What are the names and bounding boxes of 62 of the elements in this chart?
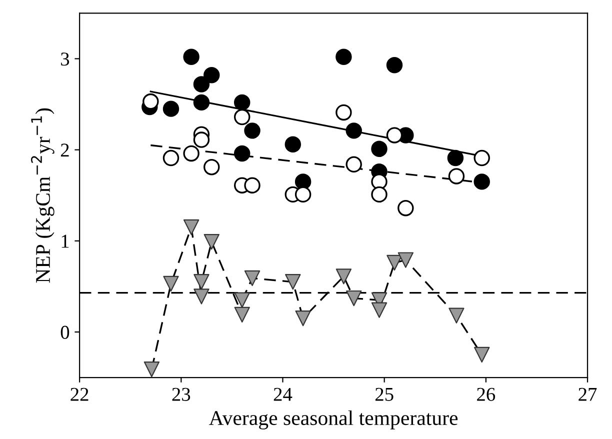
- point: [204, 66, 220, 84]
- point: [448, 308, 464, 324]
- point: [336, 268, 352, 284]
- x-tick-label: 24: [274, 388, 292, 401]
- point: [234, 292, 250, 308]
- point: [285, 274, 301, 290]
- point: [295, 310, 311, 326]
- point: [162, 100, 180, 117]
- point: [183, 219, 200, 236]
- point: [371, 140, 388, 158]
- point: [371, 174, 388, 190]
- point: [194, 288, 210, 304]
- point: [234, 306, 250, 323]
- y-tick-label: 2: [60, 144, 69, 157]
- point: [162, 150, 180, 166]
- y-tick-label: 3: [61, 52, 70, 66]
- point: [346, 122, 362, 139]
- x-tick-label: 27: [578, 388, 597, 401]
- point: [371, 186, 388, 203]
- x-tick-label: 26: [477, 388, 496, 401]
- point: [336, 104, 352, 121]
- point: [447, 150, 464, 166]
- point: [371, 302, 388, 318]
- point: [193, 132, 210, 148]
- point: [294, 174, 312, 190]
- point: [163, 276, 179, 292]
- point: [183, 48, 200, 66]
- point: [346, 290, 362, 306]
- point: [386, 127, 403, 144]
- point: [204, 234, 220, 250]
- point: [386, 56, 403, 74]
- point: [204, 159, 220, 176]
- point: [398, 252, 414, 268]
- point: [144, 362, 160, 378]
- point: [193, 76, 210, 92]
- point: [448, 168, 465, 184]
- point: [386, 254, 402, 271]
- point: [142, 93, 159, 110]
- point: [398, 200, 414, 216]
- point: [294, 186, 312, 203]
- x-axis-title: Average seasonal temperature: [208, 410, 458, 430]
- point: [194, 274, 210, 290]
- point: [244, 177, 260, 194]
- y-tick-label: 1: [62, 234, 69, 248]
- point: [234, 108, 250, 126]
- y-tick-label: 0: [60, 326, 70, 339]
- point: [244, 270, 260, 286]
- point: [474, 174, 490, 190]
- x-tick-label: 23: [172, 388, 190, 401]
- x-tick-label: 25: [375, 388, 394, 401]
- point: [244, 122, 260, 139]
- point: [474, 346, 490, 363]
- point: [193, 94, 210, 111]
- point: [183, 145, 200, 162]
- point: [234, 94, 250, 111]
- point: [474, 150, 490, 166]
- point: [284, 136, 302, 152]
- x-tick-label: 22: [70, 388, 88, 401]
- y-axis-title: NEP (KgCm$^{−2}$yr$^{−1}$): [31, 108, 54, 283]
- point: [336, 48, 352, 66]
- point: [346, 156, 362, 172]
- point: [234, 145, 250, 162]
